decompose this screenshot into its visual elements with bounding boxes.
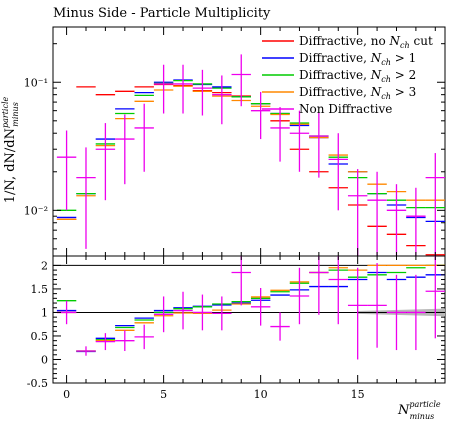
ratio-series-non-diffractive bbox=[56, 256, 445, 360]
y-axis-label-sub: minus bbox=[11, 102, 20, 127]
y-axis-label-text: 1/N, dN/dN bbox=[3, 128, 18, 203]
legend-entry: Diffractive, Nch > 1 bbox=[262, 51, 416, 67]
main-data-marks bbox=[56, 54, 445, 256]
ratio-tick-label: 0.5 bbox=[31, 330, 49, 343]
legend-label: Diffractive, Nch > 1 bbox=[299, 51, 416, 67]
svg-text:Nparticleminus: Nparticle minus bbox=[397, 400, 441, 421]
main-panel: 10⁻² 10⁻¹ bbox=[24, 26, 446, 257]
ratio-data-marks bbox=[53, 256, 445, 360]
x-axis-label: Nparticle minus bbox=[397, 400, 441, 421]
svg-text:1/N, dN/dNparticleminus: 1/N, dN/dNparticleminus bbox=[1, 96, 20, 203]
legend-label: Diffractive, Nch > 3 bbox=[299, 85, 416, 101]
x-tick-label: 5 bbox=[160, 388, 167, 401]
ratio-y-ticks: -0.5 0 0.5 1 1.5 2 bbox=[27, 259, 445, 390]
y-tick-label: 10⁻² bbox=[24, 204, 48, 217]
ratio-tick-label: -0.5 bbox=[27, 377, 48, 390]
main-y-ticks: 10⁻² 10⁻¹ bbox=[24, 43, 445, 250]
legend-entry: Diffractive, Nch > 2 bbox=[262, 68, 416, 84]
legend-entry: Non Diffractive bbox=[262, 102, 392, 116]
x-tick-label: 15 bbox=[351, 388, 365, 401]
legend-label: Diffractive, no Nch cut bbox=[299, 34, 433, 50]
series-non-diffractive bbox=[56, 54, 445, 256]
ratio-tick-label: 0 bbox=[41, 353, 48, 366]
x-axis-label-text: N bbox=[397, 403, 410, 418]
ratio-panel-frame bbox=[52, 255, 446, 384]
legend-entry: Diffractive, no Nch cut bbox=[262, 34, 433, 50]
chart-title: Minus Side - Particle Multiplicity bbox=[53, 6, 271, 21]
x-tick-label: 0 bbox=[63, 388, 70, 401]
x-tick-label: 10 bbox=[254, 388, 268, 401]
legend-entry: Diffractive, Nch > 3 bbox=[262, 85, 416, 101]
ratio-tick-label: 2 bbox=[41, 259, 48, 272]
legend-label: Non Diffractive bbox=[299, 102, 392, 116]
ratio-tick-label: 1 bbox=[41, 306, 48, 319]
x-axis-ticks: 0 5 10 15 bbox=[63, 27, 436, 401]
y-axis-label-sup: particle bbox=[1, 96, 10, 128]
y-tick-label: 10⁻¹ bbox=[24, 76, 48, 89]
ratio-panel: -0.5 0 0.5 1 1.5 2 bbox=[27, 255, 446, 390]
x-axis-label-sup: particle bbox=[409, 400, 441, 409]
legend-label: Diffractive, Nch > 2 bbox=[299, 68, 416, 84]
y-axis-label: 1/N, dN/dNparticleminus bbox=[1, 96, 20, 203]
x-axis-label-sub: minus bbox=[410, 412, 435, 421]
ratio-tick-label: 1.5 bbox=[31, 283, 49, 296]
